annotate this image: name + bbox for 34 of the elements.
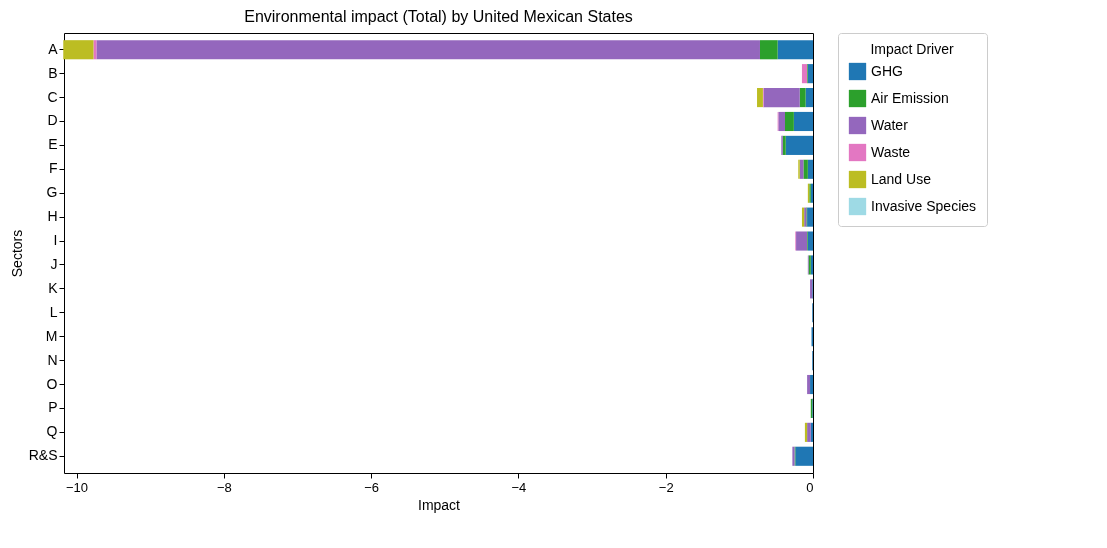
x-tick-label: −6 [364,479,380,495]
y-tick-label: L [49,303,58,320]
y-tick-label: E [48,136,58,153]
y-tick-label: G [46,184,58,201]
y-tick-label: J [50,255,58,272]
legend-label: GHG [871,62,903,79]
legend-label: Air Emission [871,89,949,106]
y-tick-label: D [47,112,58,129]
chart-title: Environmental impact (Total) by United Mexican States [244,7,633,25]
y-tick-label: K [48,279,59,296]
legend-label: Land Use [871,170,932,187]
x-tick-label: −8 [216,479,232,495]
x-tick-label: −2 [658,479,674,495]
y-tick-label: B [48,64,58,81]
x-tick-label: −10 [65,479,89,495]
y-tick-label: P [48,399,58,416]
y-tick-label: R&S [28,447,58,464]
y-axis-title: Sectors [8,229,25,278]
y-tick-label: N [47,351,58,368]
legend-label: Waste [871,143,911,160]
y-tick-label: C [47,88,58,105]
y-tick-label: H [47,208,58,225]
legend-title: Impact Driver [870,41,954,57]
x-axis-title: Impact [417,496,461,513]
legend-label: Invasive Species [871,197,977,214]
x-tick-label: −4 [511,479,527,495]
y-tick-label: I [53,232,58,249]
y-tick-label: O [46,375,58,392]
y-tick-label: M [45,327,58,344]
legend-label: Water [871,116,909,133]
y-tick-label: F [48,160,58,177]
y-tick-label: Q [46,423,58,440]
y-tick-label: A [48,40,59,57]
x-tick-label: 0 [806,479,814,495]
